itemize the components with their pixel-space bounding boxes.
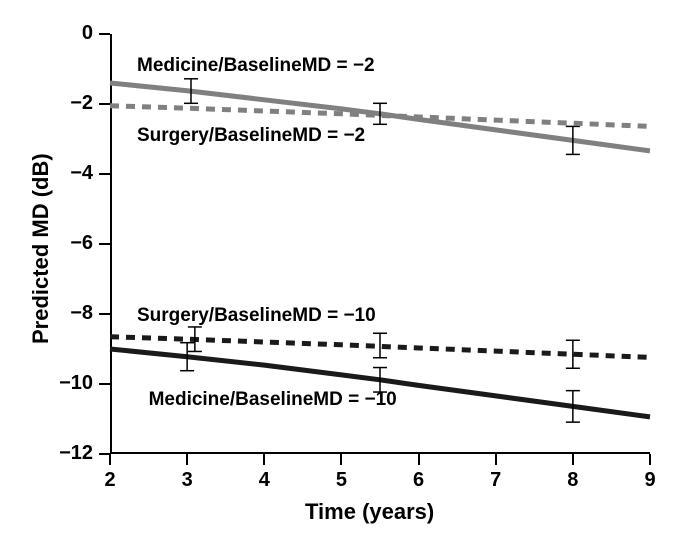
series-label-med_b10: Medicine/BaselineMD = −10 — [149, 389, 397, 411]
series-label-surg_b2: Surgery/BaselineMD = −2 — [137, 125, 365, 147]
line-chart: 234567890−2−4−6−8−10−12Time (years)Predi… — [0, 0, 683, 535]
series-label-med_b2: Medicine/BaselineMD = −2 — [137, 55, 375, 77]
error-bar — [188, 327, 202, 352]
chart-svg — [0, 0, 683, 535]
series-label-surg_b10: Surgery/BaselineMD = −10 — [137, 305, 376, 327]
